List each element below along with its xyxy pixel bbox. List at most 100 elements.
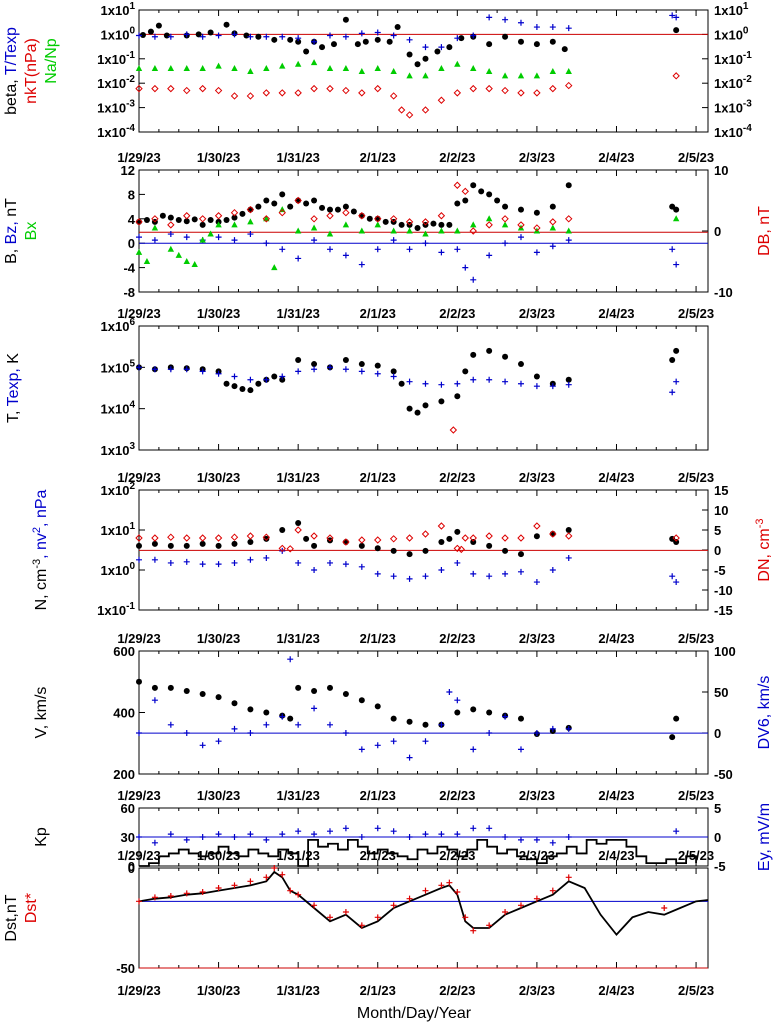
- data-point: [342, 33, 349, 40]
- data-point: [143, 217, 150, 224]
- data-point: [517, 206, 524, 213]
- data-point: [262, 533, 271, 541]
- data-point: [549, 203, 556, 210]
- x-tick-label: 2/1/23: [360, 848, 396, 863]
- data-point: [366, 215, 373, 222]
- data-point: [167, 84, 175, 93]
- y-axis-label-part: , nPa: [33, 489, 50, 526]
- series: [136, 825, 680, 846]
- data-point: [517, 551, 524, 558]
- x-tick-label: 1/31/23: [276, 788, 319, 803]
- data-point: [310, 224, 318, 231]
- data-point: [390, 715, 397, 722]
- x-tick-label: 2/3/23: [519, 788, 555, 803]
- data-point: [326, 559, 333, 566]
- y-tick-label: 1x10-1: [97, 601, 135, 618]
- data-point: [362, 38, 369, 45]
- data-point: [223, 21, 230, 28]
- x-axis-title: Month/Day/Year: [357, 1005, 472, 1022]
- data-point: [247, 831, 254, 838]
- data-point: [303, 200, 310, 207]
- data-point: [330, 41, 337, 48]
- y-right-tick-label: 1x101: [714, 1, 749, 18]
- y-tick-label: 12: [121, 163, 135, 178]
- data-point: [342, 16, 349, 23]
- data-point: [279, 191, 286, 198]
- data-point: [279, 871, 286, 878]
- data-point: [207, 29, 214, 36]
- data-point: [406, 36, 413, 43]
- data-point: [422, 831, 429, 838]
- data-point: [486, 825, 493, 832]
- data-point: [457, 545, 466, 554]
- data-point: [502, 909, 509, 915]
- data-point: [422, 738, 429, 745]
- x-tick-label: 1/30/23: [197, 788, 240, 803]
- y-axis-label-2: Bx: [23, 222, 40, 241]
- data-point: [342, 86, 350, 95]
- data-point: [310, 215, 318, 223]
- data-point: [437, 96, 446, 104]
- data-point: [434, 48, 441, 55]
- data-point: [167, 245, 175, 252]
- data-point: [247, 730, 254, 736]
- chart-panels: 1/29/23 1/30/23 1/31/23 2/1/23 2/2/23 2/3/23 2…: [3, 1, 773, 998]
- data-point: [549, 38, 556, 45]
- data-point: [287, 36, 294, 43]
- data-point: [374, 215, 381, 222]
- data-point: [278, 89, 286, 97]
- data-point: [533, 383, 540, 390]
- x-tick-label: 2/4/23: [598, 631, 634, 646]
- y-axis-label-part: beta,: [3, 79, 20, 115]
- data-point: [135, 218, 143, 226]
- x-tick-label: 1/29/23: [117, 470, 160, 485]
- data-point: [231, 540, 238, 547]
- data-point: [485, 532, 493, 540]
- data-point: [533, 224, 541, 232]
- data-point: [414, 61, 421, 68]
- data-point: [263, 874, 270, 881]
- x-tick-label: 1/31/23: [276, 470, 319, 485]
- data-point: [453, 181, 462, 189]
- data-point: [175, 251, 182, 258]
- data-point: [136, 730, 142, 736]
- data-point: [295, 255, 302, 262]
- data-point: [438, 249, 445, 256]
- data-point: [342, 825, 349, 832]
- data-point: [406, 227, 413, 234]
- y-right-tick-label: 1x10-3: [714, 99, 752, 116]
- data-point: [501, 86, 509, 95]
- data-point: [446, 535, 453, 542]
- data-point: [311, 567, 318, 573]
- data-point: [438, 539, 445, 546]
- data-point: [453, 89, 462, 97]
- data-point: [669, 734, 676, 741]
- data-point: [422, 72, 429, 79]
- x-tick-label: 1/29/23: [117, 983, 160, 998]
- data-point: [673, 539, 680, 546]
- data-point: [342, 366, 349, 373]
- data-point: [486, 252, 493, 259]
- data-point: [136, 234, 142, 241]
- y-tick-label: 1x104: [101, 400, 136, 417]
- data-point: [486, 542, 493, 549]
- y-right-tick-label: 0: [714, 726, 721, 741]
- data-point: [421, 218, 430, 226]
- data-point: [673, 14, 680, 21]
- data-point: [517, 89, 525, 97]
- y-right-tick-label: 10: [714, 503, 728, 518]
- data-point: [191, 261, 198, 268]
- x-tick-label: 2/3/23: [519, 470, 555, 485]
- data-point: [669, 246, 676, 253]
- data-point: [326, 364, 333, 371]
- data-point: [263, 535, 270, 542]
- data-point: [398, 380, 405, 387]
- x-tick-label: 2/3/23: [519, 983, 555, 998]
- y-tick-label: -50: [116, 961, 135, 976]
- data-point: [247, 68, 254, 75]
- data-point: [394, 24, 401, 31]
- data-point: [390, 373, 397, 380]
- data-point: [198, 534, 207, 542]
- x-tick-label: 2/2/23: [439, 150, 475, 165]
- data-point: [231, 221, 238, 228]
